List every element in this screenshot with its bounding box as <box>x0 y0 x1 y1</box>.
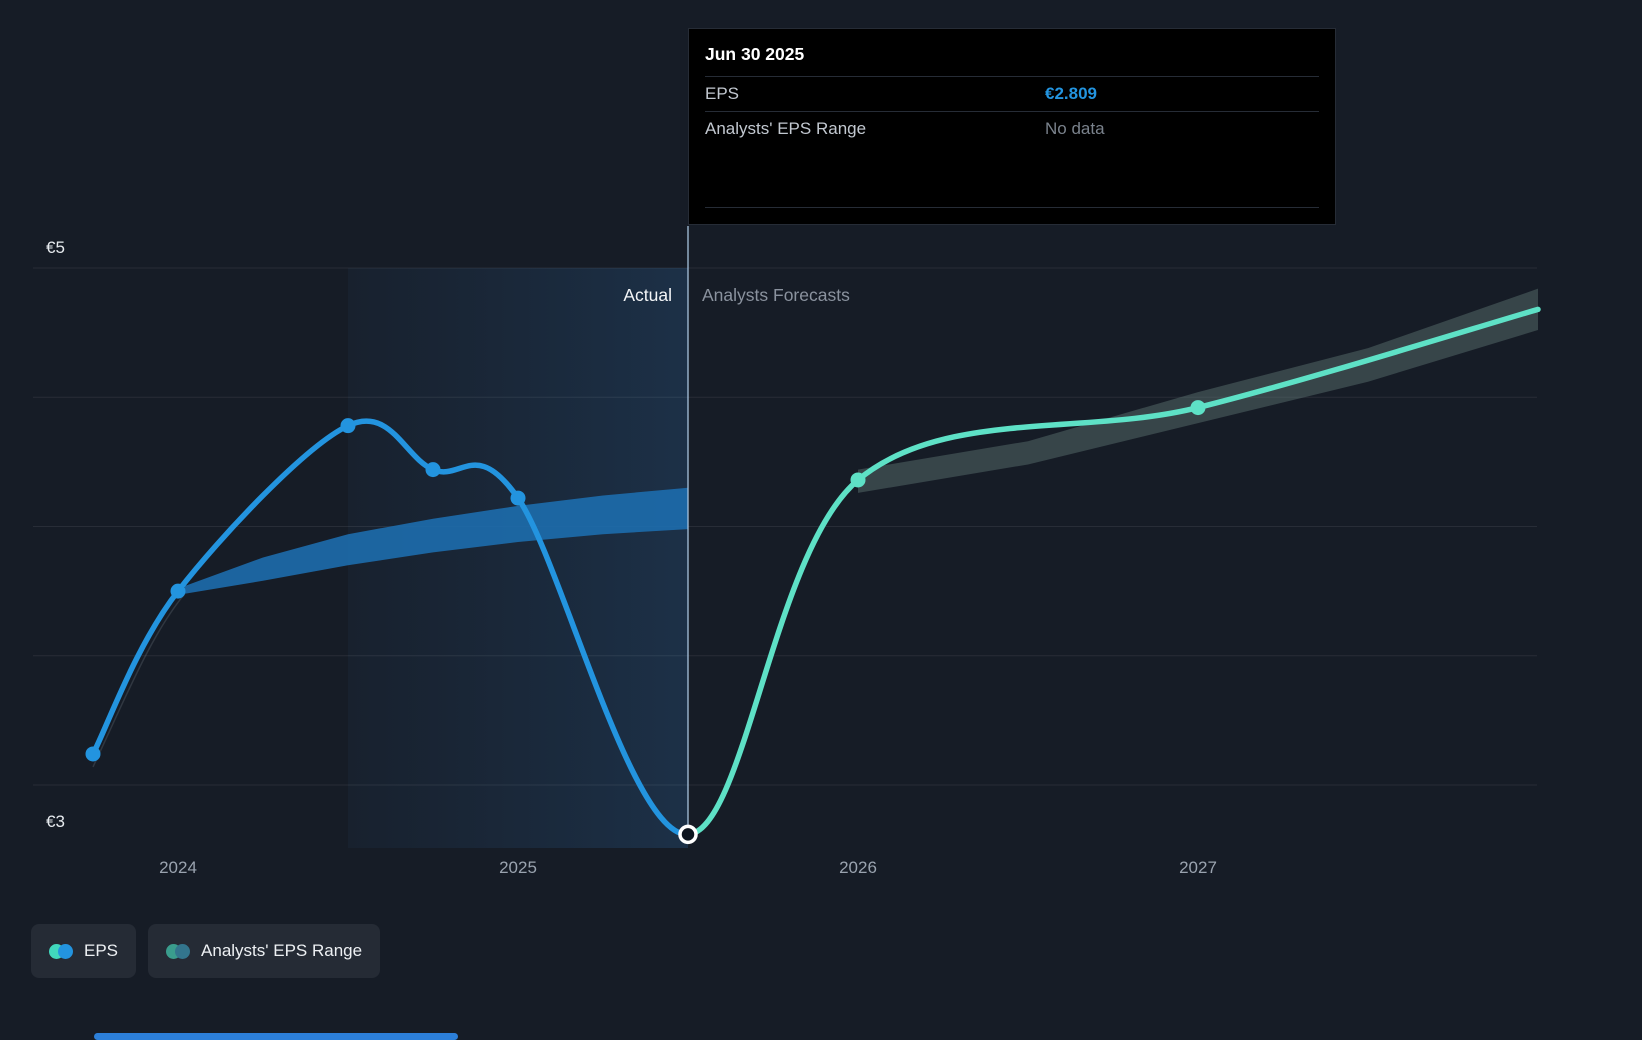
y-axis-label-top: €5 <box>46 238 65 257</box>
x-axis-label-2026: 2026 <box>839 858 877 877</box>
data-point[interactable] <box>170 583 186 599</box>
tooltip-separator <box>705 76 1319 77</box>
data-point[interactable] <box>85 746 101 762</box>
bottom-scrollbar-thumb[interactable] <box>94 1033 458 1040</box>
blue-dot-icon <box>175 943 191 959</box>
tooltip-eps-value: €2.809 <box>1045 84 1097 103</box>
analysts-eps-range-forecast-band <box>858 288 1538 493</box>
chart-tooltip: Jun 30 2025 EPS €2.809 Analysts' EPS Ran… <box>688 28 1336 225</box>
tooltip-range-value: No data <box>1045 119 1105 138</box>
legend-eps-label: EPS <box>84 941 119 960</box>
highlighted-data-point[interactable] <box>678 824 698 845</box>
blue-dot-icon <box>58 943 73 959</box>
tooltip-eps-label: EPS <box>705 84 740 103</box>
tooltip-row-eps: EPS €2.809 <box>689 77 1335 111</box>
x-axis-label-2024: 2024 <box>159 858 197 877</box>
actual-highlight-band <box>348 268 688 848</box>
x-axis-label-2025: 2025 <box>499 858 537 877</box>
legend-eps-button[interactable]: EPS <box>31 924 137 978</box>
data-point[interactable] <box>425 462 441 478</box>
chart-legend: EPS Analysts' EPS Range <box>31 924 381 978</box>
data-point[interactable] <box>850 472 866 488</box>
estimate-lead-line <box>92 593 186 768</box>
tooltip-range-label: Analysts' EPS Range <box>705 119 867 138</box>
analysts-range-legend-icon <box>166 943 191 959</box>
x-axis-label-2027: 2027 <box>1179 858 1217 877</box>
eps-legend-icon <box>49 943 73 959</box>
tooltip-date: Jun 30 2025 <box>705 44 805 64</box>
forecast-zone-label: Analysts Forecasts <box>702 285 850 305</box>
data-point[interactable] <box>340 418 356 434</box>
analysts-eps-range-actual-band <box>184 487 689 594</box>
tooltip-separator <box>705 207 1319 208</box>
tooltip-spacer <box>689 146 1335 207</box>
legend-analysts-range-button[interactable]: Analysts' EPS Range <box>148 924 381 978</box>
eps-actual-line <box>90 418 691 838</box>
eps-forecast-line <box>685 306 1541 838</box>
data-point[interactable] <box>510 490 526 506</box>
tooltip-separator <box>705 111 1319 112</box>
actual-zone-label: Actual <box>623 285 672 305</box>
data-point[interactable] <box>1190 400 1206 416</box>
legend-analysts-range-label: Analysts' EPS Range <box>201 941 363 960</box>
tooltip-row-range: Analysts' EPS Range No data <box>689 112 1335 146</box>
y-axis-label-bottom: €3 <box>46 812 65 831</box>
